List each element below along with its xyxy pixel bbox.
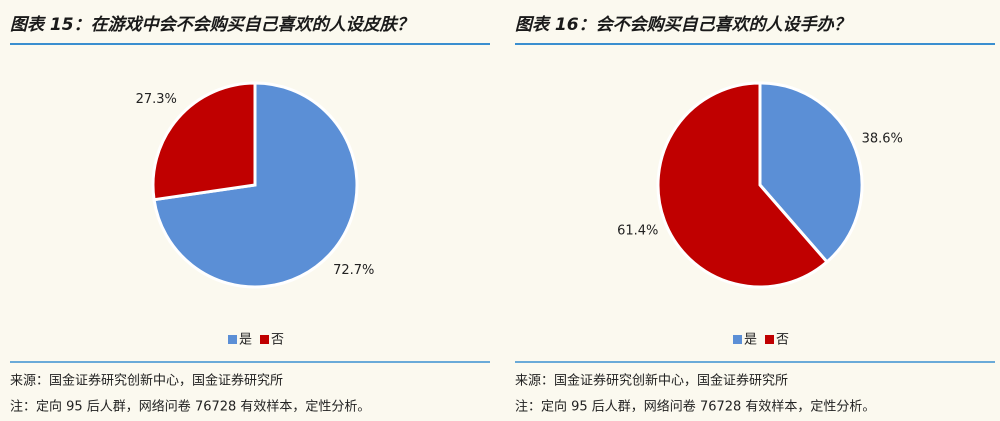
legend-label: 是 [239,333,252,348]
chart-title: 图表 16：会不会购买自己喜欢的人设手办？ [515,15,851,35]
chart-panel: 图表 15：在游戏中会不会购买自己喜欢的人设皮肤？ 72.7% 27.3% 是 否来源：… [10,15,490,415]
legend-swatch [733,335,742,344]
data-label: 27.3% [136,92,177,107]
legend-swatch [765,335,774,344]
legend-label: 否 [271,333,284,348]
pie-slice [758,81,864,265]
note: 注：定向 95 后人群，网络问卷 76728 有效样本，定性分析。 [10,399,370,415]
legend-swatch [260,335,269,344]
data-label: 61.4% [617,223,658,238]
chart-panel: 图表 16：会不会购买自己喜欢的人设手办？ 38.6% 61.4% 是 否来源：国金证券… [515,15,995,415]
legend-swatch [228,335,237,344]
source: 来源：国金证券研究创新中心，国金证券研究所 [515,373,788,389]
chart-title: 图表 15：在游戏中会不会购买自己喜欢的人设皮肤？ [10,15,414,35]
note: 注：定向 95 后人群，网络问卷 76728 有效样本，定性分析。 [515,399,875,415]
legend-label: 是 [744,333,757,348]
pie-slice [656,81,830,289]
source: 来源：国金证券研究创新中心，国金证券研究所 [10,373,283,389]
pie-slice [151,81,257,202]
data-label: 72.7% [333,263,374,278]
data-label: 38.6% [862,132,903,147]
legend-label: 否 [776,333,789,348]
